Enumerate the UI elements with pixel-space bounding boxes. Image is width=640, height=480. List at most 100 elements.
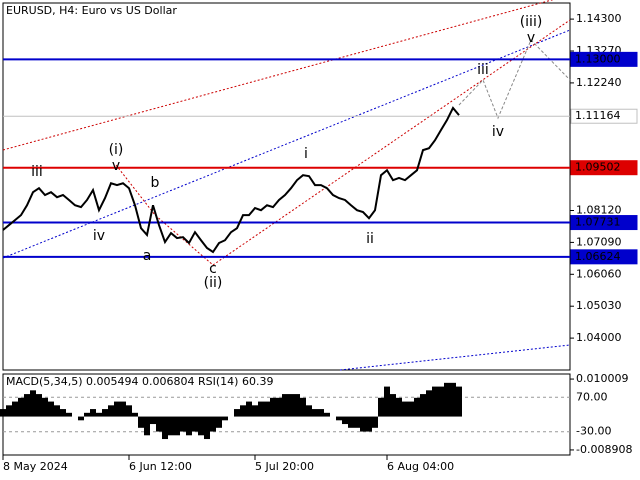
macd-bar bbox=[402, 401, 408, 417]
wave-label: iii bbox=[31, 164, 43, 180]
macd-bar bbox=[234, 409, 240, 417]
trend-line bbox=[212, 19, 571, 266]
macd-bar bbox=[120, 401, 126, 417]
macd-bar bbox=[30, 390, 36, 417]
level-tag bbox=[570, 160, 638, 176]
y-tick-label: 1.08120 bbox=[576, 204, 622, 217]
wave-label: ii bbox=[366, 231, 374, 247]
wave-label: b bbox=[151, 175, 160, 191]
macd-bar bbox=[372, 416, 378, 428]
macd-bar bbox=[222, 416, 228, 421]
y2-tick-label: -30.00 bbox=[576, 425, 611, 438]
macd-bar bbox=[192, 416, 198, 432]
macd-bar bbox=[306, 405, 312, 417]
macd-bar bbox=[318, 409, 324, 417]
macd-bar bbox=[420, 394, 426, 417]
macd-bar bbox=[252, 405, 258, 417]
macd-bar bbox=[174, 416, 180, 436]
macd-bar bbox=[426, 390, 432, 417]
macd-bar bbox=[438, 386, 444, 417]
y-tick-label: 1.06060 bbox=[576, 267, 622, 280]
main-frame bbox=[2, 2, 571, 371]
level-tag bbox=[570, 215, 638, 231]
macd-bar bbox=[456, 386, 462, 417]
macd-bar bbox=[408, 401, 414, 417]
macd-bar bbox=[138, 416, 144, 428]
level-label: 1.09502 bbox=[575, 161, 621, 174]
y-tick-label: 1.07090 bbox=[576, 235, 622, 248]
macd-bar bbox=[450, 382, 456, 417]
macd-bar bbox=[78, 416, 84, 421]
macd-bar bbox=[288, 394, 294, 417]
trend-line bbox=[2, 29, 571, 259]
macd-bar bbox=[84, 412, 90, 417]
macd-bar bbox=[198, 416, 204, 436]
macd-bar bbox=[384, 386, 390, 417]
indicator-title: MACD(5,34,5) 0.005494 0.006804 RSI(14) 6… bbox=[6, 375, 273, 388]
macd-bar bbox=[180, 416, 186, 432]
macd-bar bbox=[312, 409, 318, 417]
wave-label: c bbox=[209, 261, 217, 277]
x-tick-label: 6 Jun 12:00 bbox=[129, 460, 192, 473]
projection-line bbox=[458, 39, 571, 120]
macd-bar bbox=[390, 394, 396, 417]
macd-bar bbox=[18, 397, 24, 417]
macd-bar bbox=[378, 397, 384, 417]
macd-bar bbox=[414, 397, 420, 417]
macd-bar bbox=[96, 412, 102, 417]
macd-bar bbox=[246, 401, 252, 417]
macd-bar bbox=[42, 397, 48, 417]
x-tick-label: 5 Jul 20:00 bbox=[255, 460, 314, 473]
macd-bar bbox=[336, 416, 342, 421]
level-tag bbox=[570, 249, 638, 265]
macd-bar bbox=[54, 405, 60, 417]
y-tick-label: 1.04000 bbox=[576, 331, 622, 344]
macd-bar bbox=[240, 405, 246, 417]
macd-bar bbox=[102, 409, 108, 417]
macd-bar bbox=[24, 394, 30, 417]
macd-bar bbox=[114, 401, 120, 417]
price-line bbox=[2, 106, 460, 254]
level-label: 1.11164 bbox=[575, 109, 621, 122]
trend-line bbox=[2, 0, 554, 151]
macd-bar bbox=[108, 405, 114, 417]
y-tick-label: 1.12240 bbox=[576, 76, 622, 89]
level-tag bbox=[570, 108, 638, 124]
macd-bar bbox=[270, 397, 276, 417]
macd-bar bbox=[348, 416, 354, 428]
macd-bar bbox=[48, 401, 54, 417]
trend-line bbox=[339, 344, 571, 371]
macd-bar bbox=[282, 394, 288, 417]
macd-bar bbox=[36, 394, 42, 417]
level-label: 1.06624 bbox=[575, 250, 621, 263]
macd-bar bbox=[66, 412, 72, 417]
y-tick-label: -0.008908 bbox=[576, 443, 632, 456]
macd-bar bbox=[162, 416, 168, 440]
macd-bar bbox=[444, 382, 450, 417]
wave-label: iv bbox=[93, 228, 105, 244]
macd-bar bbox=[276, 397, 282, 417]
macd-bar bbox=[168, 416, 174, 436]
level-label: 1.13000 bbox=[575, 52, 621, 65]
macd-bar bbox=[360, 416, 366, 432]
wave-label: (ii) bbox=[204, 275, 223, 291]
macd-bar bbox=[12, 401, 18, 417]
macd-bar bbox=[258, 401, 264, 417]
macd-bar bbox=[186, 416, 192, 436]
level-label: 1.07731 bbox=[575, 216, 621, 229]
macd-bar bbox=[354, 416, 360, 428]
macd-bar bbox=[396, 397, 402, 417]
y-tick-label: 1.05030 bbox=[576, 299, 622, 312]
macd-bar bbox=[210, 416, 216, 432]
wave-label: v bbox=[527, 30, 535, 46]
macd-bar bbox=[216, 416, 222, 428]
macd-bar bbox=[432, 386, 438, 417]
macd-bar bbox=[90, 409, 96, 417]
x-tick-label: 8 May 2024 bbox=[3, 460, 68, 473]
wave-label: iii bbox=[477, 62, 489, 78]
macd-bar bbox=[132, 412, 138, 417]
wave-label: a bbox=[143, 248, 152, 264]
macd-bar bbox=[204, 416, 210, 440]
macd-bar bbox=[294, 394, 300, 417]
